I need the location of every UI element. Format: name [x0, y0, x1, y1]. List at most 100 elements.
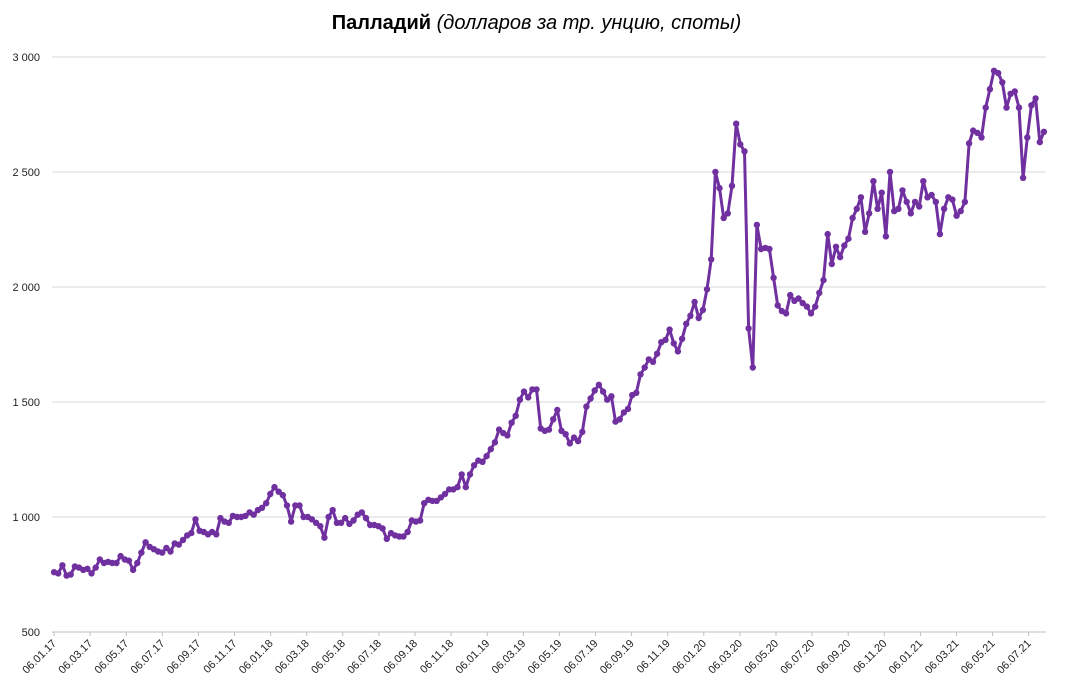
data-point	[308, 516, 316, 523]
data-point	[895, 205, 902, 212]
data-point	[678, 335, 686, 342]
x-tick-label: 06.03.20	[706, 638, 745, 677]
data-point	[803, 303, 811, 310]
data-point	[88, 570, 95, 577]
data-point	[608, 393, 615, 400]
data-point	[225, 519, 232, 526]
x-tick-label: 06.05.21	[959, 638, 998, 677]
data-point	[866, 210, 873, 217]
data-point	[287, 518, 295, 525]
y-axis: 500 1 000 1 500 2 000 2 500 3 000	[12, 52, 40, 639]
data-point	[129, 566, 137, 574]
data-point	[666, 326, 673, 333]
data-point	[961, 198, 969, 206]
x-tick-label: 06.07.19	[562, 638, 601, 677]
data-point	[616, 416, 623, 423]
data-point	[591, 387, 598, 394]
data-point	[574, 437, 582, 445]
data-point	[142, 539, 149, 546]
data-point	[59, 562, 66, 569]
data-point	[653, 350, 661, 357]
data-point	[953, 212, 960, 219]
x-tick-label: 06.11.18	[418, 638, 456, 676]
x-tick-label: 06.09.19	[598, 638, 637, 677]
data-point	[55, 570, 62, 577]
data-point	[662, 336, 669, 344]
data-point	[379, 525, 386, 532]
data-point	[562, 431, 569, 438]
y-tick-label: 2 500	[12, 167, 40, 179]
data-point	[1019, 174, 1027, 181]
data-point	[479, 458, 486, 465]
data-point	[728, 182, 736, 189]
data-point	[329, 506, 336, 514]
x-tick-label: 06.09.17	[165, 638, 204, 677]
data-point	[433, 497, 440, 505]
data-point	[84, 565, 91, 572]
data-point	[683, 320, 690, 327]
x-tick-label: 06.01.18	[237, 638, 276, 677]
data-point	[712, 168, 719, 176]
data-point	[832, 243, 840, 250]
data-point	[134, 559, 141, 567]
data-point	[857, 194, 865, 201]
data-point	[595, 381, 603, 388]
data-point	[599, 388, 607, 395]
data-point	[296, 502, 303, 509]
data-point	[250, 511, 257, 518]
data-point	[886, 168, 894, 176]
x-tick-label: 06.05.17	[93, 638, 132, 677]
data-point	[824, 230, 831, 238]
x-tick-label: 06.03.21	[923, 638, 962, 677]
data-point	[516, 396, 524, 403]
data-point	[799, 299, 806, 307]
data-point	[940, 205, 948, 212]
data-point	[512, 412, 519, 419]
data-point	[550, 416, 557, 423]
chart-title-subtitle: (долларов за тр. унцию, споты)	[436, 12, 742, 34]
data-point	[737, 141, 744, 148]
data-point	[1015, 104, 1023, 111]
x-tick-label: 06.01.19	[454, 638, 493, 677]
data-point	[828, 260, 835, 268]
data-point	[404, 528, 411, 536]
data-point	[849, 214, 856, 222]
data-point	[820, 276, 827, 284]
data-point	[179, 536, 187, 544]
data-point	[637, 371, 644, 378]
y-tick-label: 3 000	[12, 52, 40, 64]
data-point	[167, 548, 174, 555]
data-point	[920, 178, 927, 185]
data-point	[416, 517, 424, 524]
data-point	[267, 490, 274, 498]
data-point	[641, 364, 648, 371]
data-point	[733, 120, 740, 127]
data-point	[242, 512, 249, 520]
series-palladium	[50, 67, 1048, 579]
data-point	[687, 312, 694, 319]
data-point	[907, 210, 914, 217]
data-point	[1011, 88, 1018, 95]
data-point	[279, 491, 286, 499]
gridlines	[52, 56, 1046, 633]
data-point	[965, 140, 973, 147]
data-point	[836, 253, 844, 261]
x-tick-label: 06.09.18	[381, 638, 420, 677]
y-tick-label: 1 500	[12, 397, 40, 409]
data-point	[633, 389, 640, 396]
data-point	[999, 79, 1006, 86]
data-point	[782, 310, 790, 317]
data-point	[795, 295, 802, 302]
data-point	[400, 533, 407, 540]
data-point	[1036, 138, 1044, 146]
data-point	[491, 439, 499, 446]
data-point	[928, 191, 935, 199]
data-point	[508, 419, 515, 426]
data-point	[566, 440, 573, 447]
x-tick-label: 06.01.21	[887, 638, 926, 677]
data-point	[466, 471, 474, 478]
x-tick-label: 06.03.19	[490, 638, 529, 677]
data-point	[1028, 102, 1035, 109]
data-point	[741, 148, 748, 155]
data-point	[113, 559, 120, 567]
